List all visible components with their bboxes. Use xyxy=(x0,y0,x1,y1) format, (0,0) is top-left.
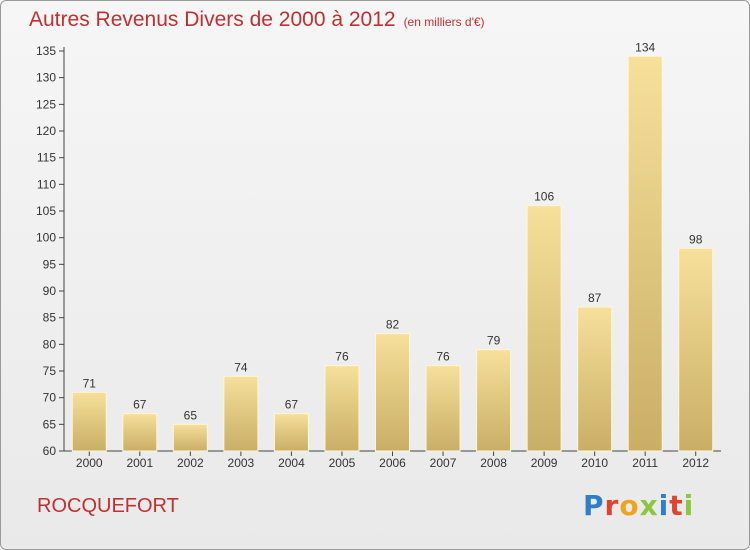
x-tick-label-2001: 2001 xyxy=(126,456,153,470)
value-label-2002: 65 xyxy=(184,408,198,422)
y-tick-label: 125 xyxy=(36,97,56,111)
y-tick-label: 75 xyxy=(43,364,57,378)
value-label-2004: 67 xyxy=(285,398,299,412)
y-tick-label: 130 xyxy=(36,71,56,85)
x-tick-label-2012: 2012 xyxy=(682,456,709,470)
y-tick-label: 80 xyxy=(43,337,57,351)
y-tick-label: 115 xyxy=(37,151,56,165)
x-tick-label-2002: 2002 xyxy=(177,456,204,470)
chart-subtitle: (en milliers d'€) xyxy=(403,15,485,29)
city-name: ROCQUEFORT xyxy=(37,495,179,517)
bar-2002 xyxy=(172,423,208,452)
bar-2010 xyxy=(577,306,613,452)
bar-2001 xyxy=(122,413,158,452)
value-label-2008: 79 xyxy=(487,334,501,348)
bar-2005 xyxy=(324,365,360,452)
bar-2006 xyxy=(375,333,410,452)
logo-letter: o xyxy=(619,489,640,522)
y-tick-label: 120 xyxy=(36,124,56,138)
y-tick-label: 60 xyxy=(43,444,57,458)
chart-title: Autres Revenus Divers de 2000 à 2012 (en … xyxy=(29,8,485,32)
chart-bars: 71 67 65 74 67 76 82 76 79 106 87 134 98 xyxy=(71,40,714,452)
bar-2009 xyxy=(526,205,562,452)
logo-letter: P xyxy=(583,489,605,522)
value-label-2000: 71 xyxy=(83,376,97,390)
y-tick-label: 65 xyxy=(43,417,57,431)
y-tick-label: 135 xyxy=(36,44,56,58)
x-tick-label-2010: 2010 xyxy=(581,456,608,470)
x-tick-label-2000: 2000 xyxy=(76,456,103,470)
logo-letter: i xyxy=(658,489,670,522)
bar-2000 xyxy=(71,391,107,452)
bar-2011 xyxy=(627,55,663,452)
value-label-2007: 76 xyxy=(436,350,450,364)
value-label-2006: 82 xyxy=(386,318,400,332)
logo-letter: t xyxy=(669,489,684,522)
value-label-2005: 76 xyxy=(335,350,349,364)
y-tick-label: 110 xyxy=(37,177,56,191)
bar-2007 xyxy=(425,365,461,452)
bar-2003 xyxy=(223,375,259,452)
bar-2004 xyxy=(273,413,309,452)
value-label-2010: 87 xyxy=(588,291,602,305)
bar-2008 xyxy=(476,349,512,452)
x-tick-label-2006: 2006 xyxy=(379,456,406,470)
x-tick-label-2004: 2004 xyxy=(278,456,305,470)
value-label-2011: 134 xyxy=(635,40,655,54)
logo-letter: x xyxy=(639,489,659,522)
value-label-2009: 106 xyxy=(534,190,554,204)
value-label-2001: 67 xyxy=(133,398,147,412)
y-tick-label: 85 xyxy=(43,311,57,325)
x-tick-label-2003: 2003 xyxy=(228,456,255,470)
y-tick-label: 105 xyxy=(36,204,56,218)
value-label-2012: 98 xyxy=(689,232,703,246)
value-label-2003: 74 xyxy=(234,360,248,374)
bar-2012 xyxy=(678,247,714,452)
x-tick-label-2009: 2009 xyxy=(531,456,558,470)
logo-letter: r xyxy=(604,489,620,522)
y-tick-label: 100 xyxy=(36,231,56,245)
x-tick-label-2011: 2011 xyxy=(632,456,658,470)
x-tick-label-2005: 2005 xyxy=(329,456,356,470)
x-tick-label-2008: 2008 xyxy=(480,456,507,470)
logo-letter: i xyxy=(683,489,695,522)
title-text: Autres Revenus Divers de 2000 à 2012 xyxy=(29,8,396,31)
y-tick-label: 95 xyxy=(43,257,57,271)
proxiti-logo: Proxiti xyxy=(583,489,694,522)
y-tick-label: 70 xyxy=(43,391,57,405)
x-tick-label-2007: 2007 xyxy=(430,456,457,470)
y-tick-label: 90 xyxy=(43,284,57,298)
